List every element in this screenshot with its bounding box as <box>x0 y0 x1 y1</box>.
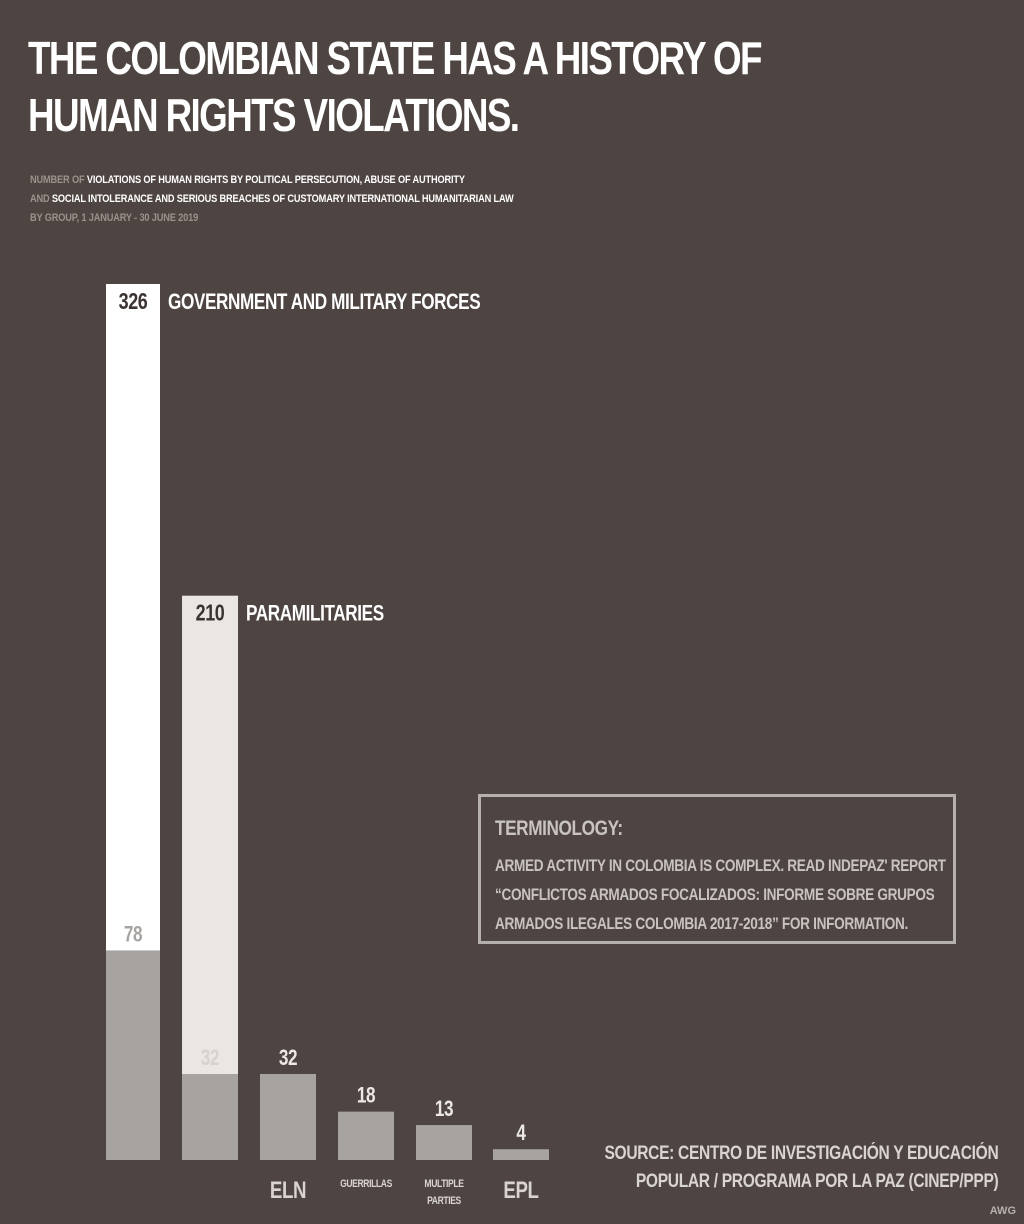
category-label-2: ELN <box>270 1177 306 1204</box>
terminology-box: TERMINOLOGY: ARMED ACTIVITY IN COLOMBIA … <box>478 794 956 944</box>
sub-bar-1 <box>182 1074 238 1160</box>
bar-3 <box>338 1111 394 1160</box>
sub-value-label-0: 78 <box>124 922 143 947</box>
source-line-2: POPULAR / PROGRAMA POR LA PAZ (CINEP/PPP… <box>635 1171 998 1192</box>
category-label-0: GOVERNMENT AND MILITARY FORCES <box>168 290 481 315</box>
subtitle-line-1: NUMBER OF VIOLATIONS OF HUMAN RIGHTS BY … <box>30 171 514 190</box>
value-label-1: 210 <box>196 601 225 627</box>
subtitle-line-2: AND SOCIAL INTOLERANCE AND SERIOUS BREAC… <box>30 190 514 209</box>
subtitle-line-3: BY GROUP, 1 JANUARY - 30 JUNE 2019 <box>30 212 199 224</box>
terminology-line-1: ARMED ACTIVITY IN COLOMBIA IS COMPLEX. R… <box>495 856 946 875</box>
bar-5 <box>493 1149 549 1160</box>
category-label-5: EPL <box>503 1177 538 1204</box>
subtitle-line-2-prefix: AND <box>30 193 52 205</box>
value-label-5: 4 <box>516 1121 526 1146</box>
terminology-line-3: ARMADOS ILEGALES COLOMBIA 2017-2018” FOR… <box>495 914 908 933</box>
value-label-0: 326 <box>119 289 148 315</box>
source-note: SOURCE: CENTRO DE INVESTIGACIÓN Y EDUCAC… <box>604 1140 998 1196</box>
sub-value-label-1: 32 <box>201 1046 220 1071</box>
category-label-4-b: PARTIES <box>427 1195 462 1207</box>
title-line-1: THE COLOMBIAN STATE HAS A HISTORY OF <box>28 32 763 84</box>
bar-1 <box>182 595 238 1160</box>
category-label-3: GUERRILLAS <box>340 1178 393 1190</box>
bar-2 <box>260 1074 316 1160</box>
category-label-4-a: MULTIPLE <box>424 1178 464 1190</box>
terminology-heading: TERMINOLOGY: <box>495 817 623 840</box>
terminology-line-2: “CONFLICTOS ARMADOS FOCALIZADOS: INFORME… <box>495 885 935 904</box>
subtitle-line-1-prefix: NUMBER OF <box>30 174 87 186</box>
terminology-body: ARMED ACTIVITY IN COLOMBIA IS COMPLEX. R… <box>495 851 946 938</box>
chart-subtitle: NUMBER OF VIOLATIONS OF HUMAN RIGHTS BY … <box>30 171 514 228</box>
value-label-2: 32 <box>279 1046 298 1071</box>
title-line-2: HUMAN RIGHTS VIOLATIONS. <box>28 89 520 141</box>
source-line-1: SOURCE: CENTRO DE INVESTIGACIÓN Y EDUCAC… <box>604 1143 998 1164</box>
value-label-4: 13 <box>435 1097 454 1122</box>
bar-4 <box>416 1125 472 1160</box>
credit: AWG <box>989 1205 1016 1217</box>
category-label-1: PARAMILITARIES <box>246 602 384 627</box>
value-label-3: 18 <box>357 1084 376 1109</box>
subtitle-line-2-highlight: SOCIAL INTOLERANCE AND SERIOUS BREACHES … <box>51 193 514 205</box>
chart-title: THE COLOMBIAN STATE HAS A HISTORY OF HUM… <box>28 30 763 144</box>
sub-bar-0 <box>106 950 160 1160</box>
subtitle-line-1-highlight: VIOLATIONS OF HUMAN RIGHTS BY POLITICAL … <box>86 174 465 186</box>
